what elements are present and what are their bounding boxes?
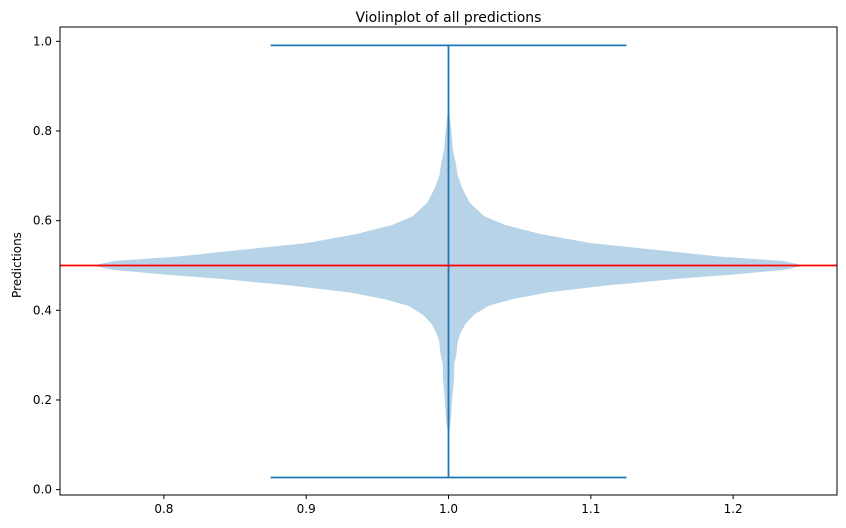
y-tick-label: 0.0 bbox=[33, 483, 52, 497]
y-axis-label: Predictions bbox=[10, 232, 24, 298]
x-tick-label: 1.2 bbox=[724, 502, 743, 516]
y-tick-label: 0.2 bbox=[33, 393, 52, 407]
y-tick-label: 0.4 bbox=[33, 303, 52, 317]
y-tick-label: 0.6 bbox=[33, 214, 52, 228]
x-tick-label: 0.9 bbox=[297, 502, 316, 516]
chart-title: Violinplot of all predictions bbox=[356, 10, 542, 26]
ticks-layer: 0.8 0.9 1.0 1.1 1.2 0.0 0.2 0.4 0.6 0.8 1.0 bbox=[33, 34, 743, 516]
y-tick-label: 0.8 bbox=[33, 124, 52, 138]
x-tick-label: 1.1 bbox=[581, 502, 600, 516]
x-tick-label: 0.8 bbox=[154, 502, 173, 516]
x-tick-label: 1.0 bbox=[439, 502, 458, 516]
y-tick-label: 1.0 bbox=[33, 34, 52, 48]
plot-frame bbox=[59, 26, 838, 496]
violin-layer bbox=[60, 44, 837, 479]
